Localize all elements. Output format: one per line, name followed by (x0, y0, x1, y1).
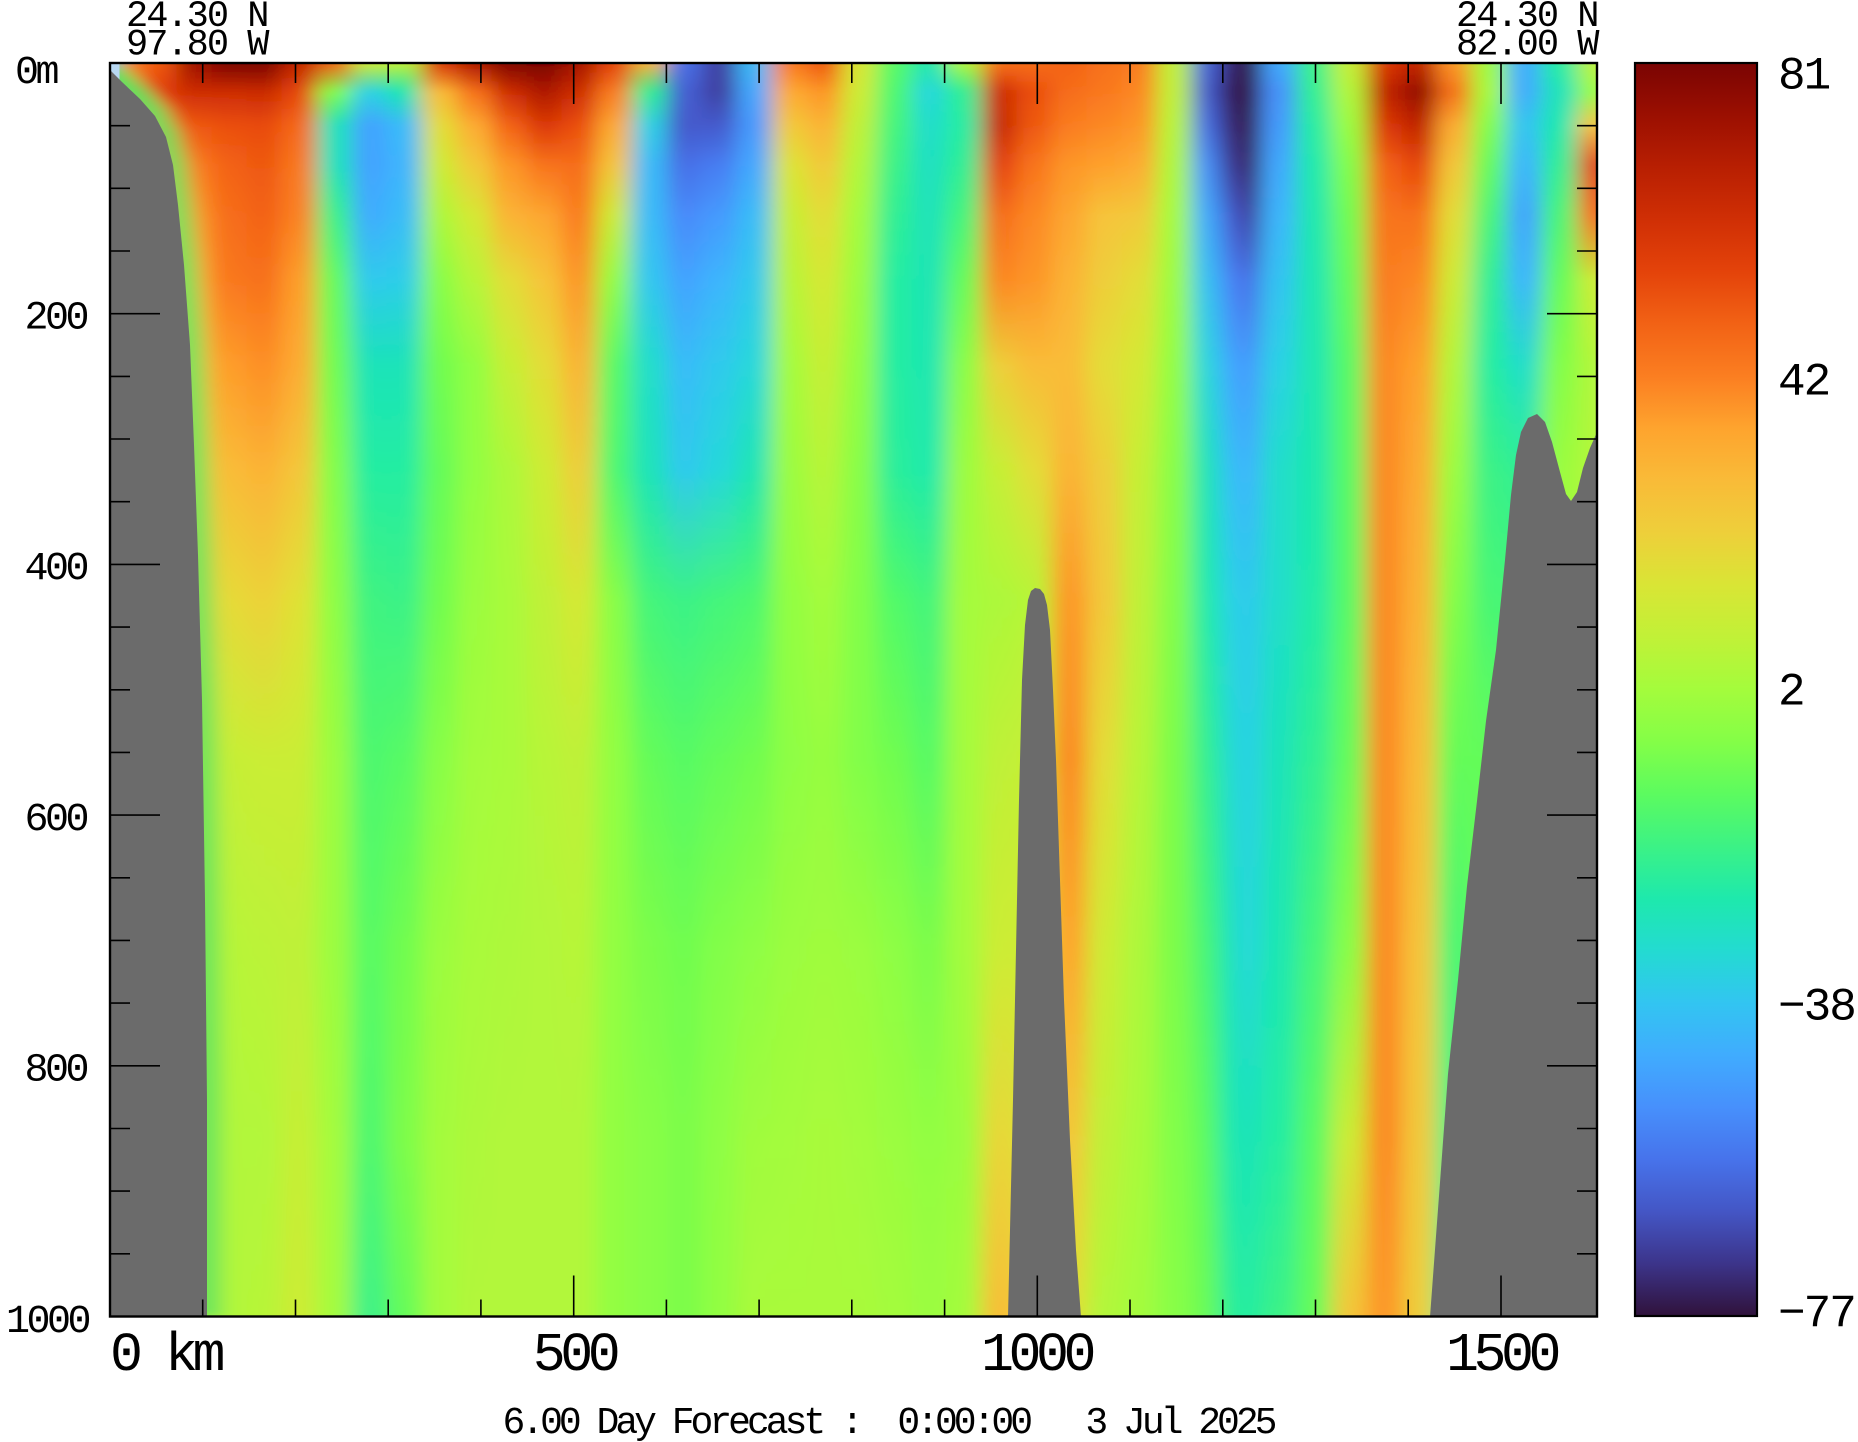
svg-text:400: 400 (24, 547, 87, 592)
svg-text:200: 200 (24, 297, 87, 342)
svg-text:1500: 1500 (1446, 1324, 1559, 1387)
svg-text:0m: 0m (15, 51, 58, 96)
svg-text:−77: −77 (1778, 1289, 1855, 1341)
svg-text:82.00 W: 82.00 W (1456, 25, 1600, 67)
svg-text:6.00 Day Forecast : 0:00:00: 6.00 Day Forecast : 0:00:00 3 Jul 2025 (503, 1402, 1276, 1442)
svg-text:0 km: 0 km (110, 1324, 224, 1387)
svg-text:81: 81 (1778, 51, 1830, 103)
svg-text:42: 42 (1778, 357, 1829, 409)
svg-text:1000: 1000 (981, 1324, 1094, 1387)
svg-text:24.30 N: 24.30 N (126, 0, 267, 38)
svg-text:800: 800 (24, 1049, 87, 1094)
svg-text:1000: 1000 (6, 1300, 90, 1345)
svg-text:600: 600 (24, 798, 87, 843)
svg-text:500: 500 (533, 1324, 618, 1387)
svg-text:24.30 N: 24.30 N (1456, 0, 1597, 38)
svg-text:−38: −38 (1778, 982, 1855, 1034)
svg-text:97.80 W: 97.80 W (126, 25, 270, 67)
svg-text:2: 2 (1778, 667, 1804, 719)
